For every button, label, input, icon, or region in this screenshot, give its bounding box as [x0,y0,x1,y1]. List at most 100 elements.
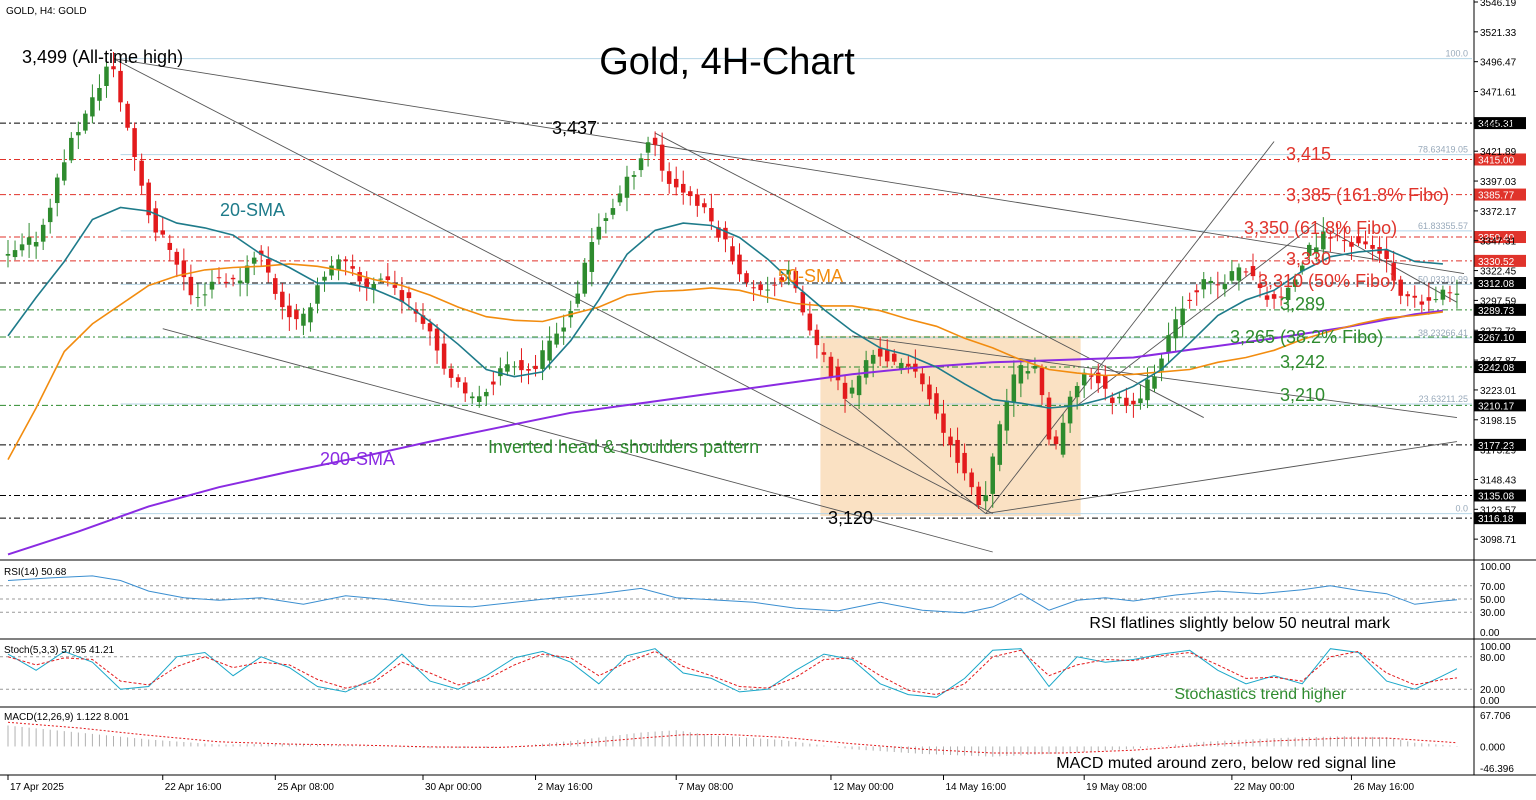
level-tag [1474,512,1526,525]
candle-body [1208,280,1214,284]
candle-body [104,66,109,86]
price-tick-label: 3397.03 [1480,177,1517,188]
candle-body [33,242,39,247]
candle-body [645,142,651,153]
resistance-3415-label: 3,415 [1286,144,1331,164]
candle-body [1201,279,1206,290]
candle-body [835,366,841,381]
macd-comment: MACD muted around zero, below red signal… [1056,755,1396,772]
price-tick-label: 3322.45 [1480,267,1517,278]
candle-body [76,132,81,136]
stoch-tick-label: 0.00 [1480,696,1500,707]
pattern-label: Inverted head & shoulders pattern [488,437,759,457]
candle-body [1046,397,1052,440]
level-tag [1474,153,1526,166]
candle-body [1440,289,1446,300]
candle-body [1363,241,1368,245]
candle-body [237,280,243,284]
candle-body [1229,271,1235,281]
fibo-label: 38.23266.41 [1418,328,1468,338]
level-tag-label: 3116.18 [1478,514,1514,525]
candle-body [1187,299,1192,302]
candle-body [617,193,623,203]
candle-body [1426,297,1432,301]
candle-body [1067,396,1073,424]
candle-body [1321,231,1326,250]
candle-body [758,284,763,291]
candle-body [5,253,11,256]
candle-body [1032,365,1038,369]
candle-body [174,251,180,265]
candle-body [603,218,609,221]
candle-body [821,352,827,355]
candle-body [540,350,545,369]
rsi-header: RSI(14) 50.68 [4,567,67,578]
macd-signal-line [7,721,1458,754]
rising-channel-low [985,141,1275,514]
candle-body [631,175,637,177]
level-tag [1474,331,1526,344]
candle-body [1152,376,1157,389]
candle-body [498,368,503,377]
candle-body [906,363,911,367]
candle-body [1159,358,1164,371]
candle-body [69,137,74,161]
candle-body [884,350,890,362]
candle-body [251,257,257,264]
candle-body [1117,396,1122,399]
candle-body [828,356,834,378]
candle-body [709,208,714,222]
candle-body [90,97,95,117]
candle-body [920,373,925,385]
candle-body [1011,374,1017,403]
macd-tick-label: 67.706 [1480,711,1511,722]
candle-body [484,391,489,397]
candle-body [1138,398,1143,404]
candle-body [12,250,18,258]
level-tag-label: 3135.08 [1478,491,1515,502]
candle-body [870,354,876,364]
candle-body [744,273,749,283]
candle-body [856,375,862,396]
candle-body [772,284,777,286]
level-tag [1474,117,1526,130]
ath-to-low [113,58,993,514]
sma50-line [7,263,1444,460]
candle-body [406,292,412,299]
rsi-tick-label: 100.00 [1480,562,1511,573]
candle-body [153,208,158,233]
candle-body [624,176,630,198]
candle-body [1335,235,1340,237]
level-tag [1474,303,1526,316]
candle-body [392,285,398,288]
candle-body [969,472,974,488]
candle-body [589,242,595,272]
level-tag [1474,438,1526,451]
candle-body [1124,397,1129,406]
level-tag-label: 3242.08 [1478,363,1515,374]
candle-body [575,293,580,304]
candle-body [688,191,693,197]
candle-body [47,207,53,223]
candle-body [962,452,967,474]
candle-body [765,289,770,291]
candle-body [188,276,194,296]
price-tick-label: 3496.47 [1480,58,1517,69]
price-tick-label: 3247.87 [1480,356,1517,367]
candle-body [702,203,707,208]
candle-body [491,381,496,385]
candle-body [385,276,391,281]
candle-body [1314,247,1319,253]
rsi-tick-label: 70.00 [1480,582,1505,593]
candle-body [455,377,461,382]
candle-body [1194,290,1199,293]
candle-body [62,162,67,181]
level-tag-label: 3330.52 [1478,257,1515,268]
candle-body [1243,271,1249,273]
candle-body [209,281,215,290]
rsi-line [7,575,1458,614]
candle-body [997,424,1003,465]
macd-tick-label: 0.000 [1480,742,1505,753]
candle-body [1145,379,1150,401]
sma20-label: 20-SMA [220,200,285,220]
